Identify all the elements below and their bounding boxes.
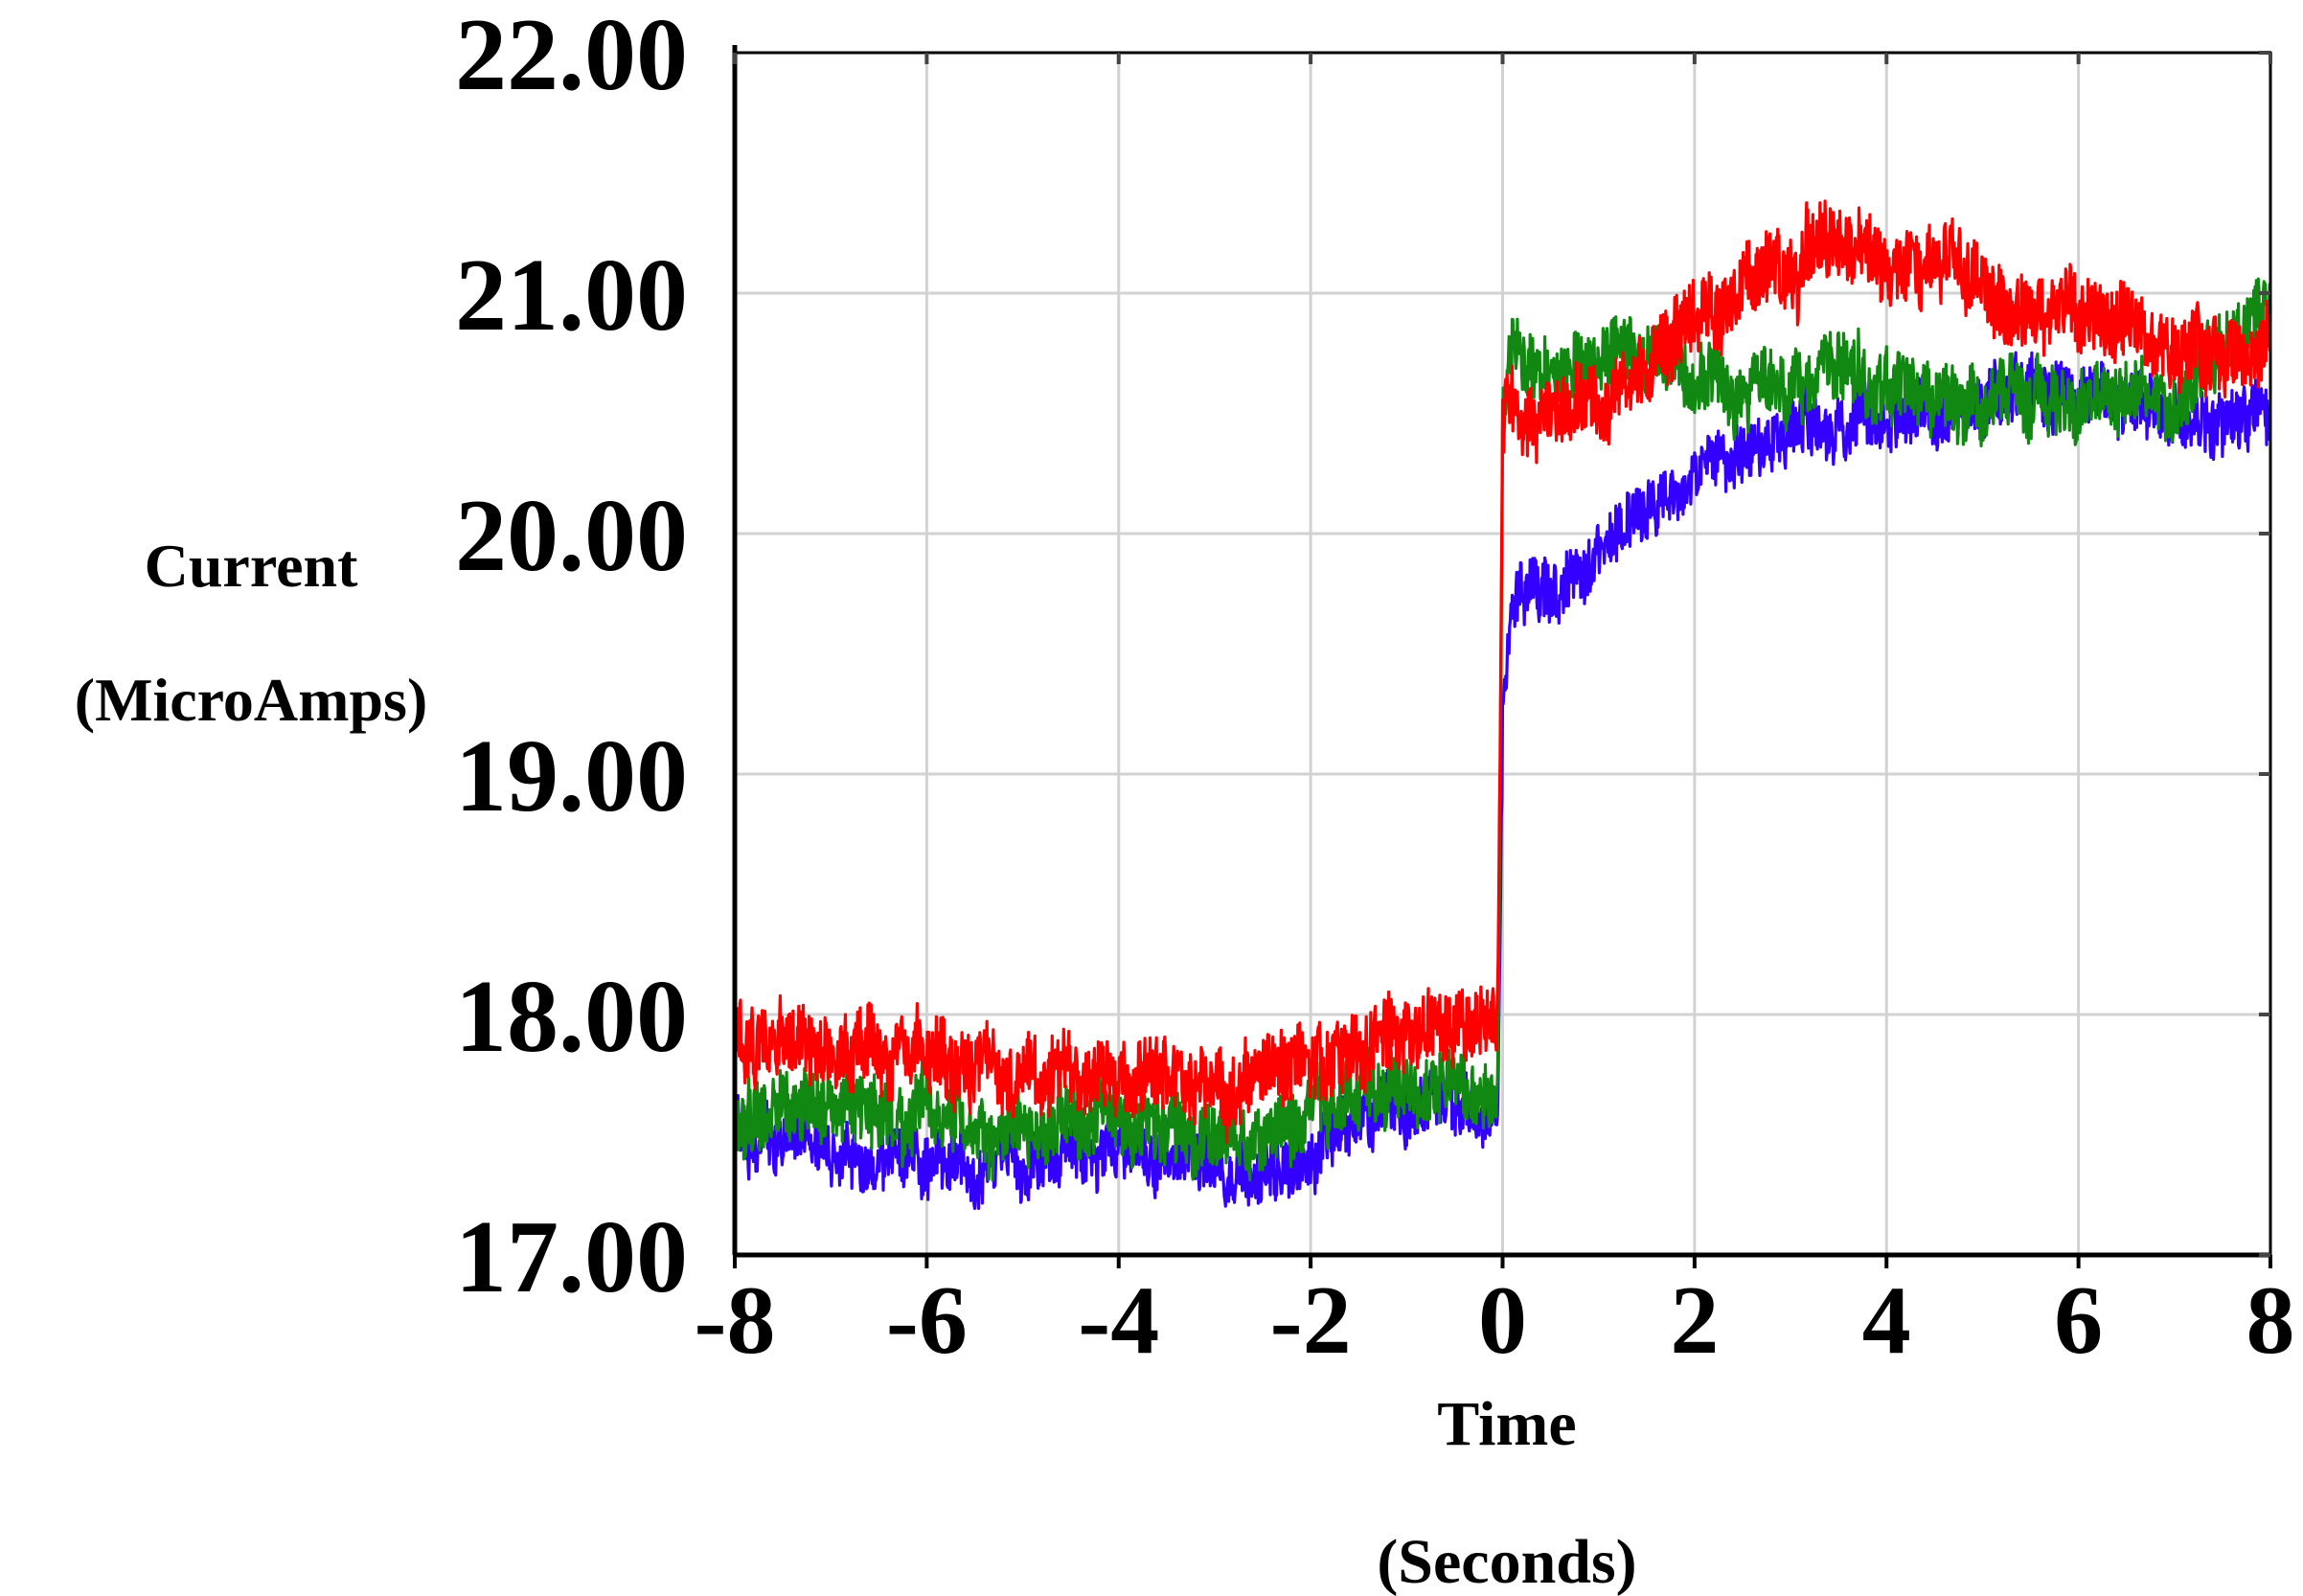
x-tick-label-8: 8 xyxy=(2246,1266,2295,1375)
x-tick-label-7: 6 xyxy=(2054,1266,2103,1375)
y-tick-label-0: 17.00 xyxy=(455,1200,688,1314)
x-tick-label-0: -8 xyxy=(695,1266,776,1375)
series-line-2 xyxy=(733,199,2272,1145)
tick-marks xyxy=(733,51,2272,1268)
x-axis-unit: (Seconds) xyxy=(1377,1527,1636,1596)
y-tick-label-2: 19.00 xyxy=(455,719,688,833)
x-tick-label-3: -2 xyxy=(1270,1266,1352,1375)
y-tick-label-1: 18.00 xyxy=(455,960,688,1074)
y-tick-label-3: 20.00 xyxy=(455,479,688,593)
x-tick-label-4: 0 xyxy=(1478,1266,1527,1375)
series-layer xyxy=(733,199,2272,1211)
y-tick-label-5: 22.00 xyxy=(455,0,688,112)
y-axis-unit: (MicroAmps) xyxy=(75,666,428,734)
y-tick-labels: 17.00 18.00 19.00 20.00 21.00 22.00 xyxy=(455,0,688,1314)
x-tick-label-5: 2 xyxy=(1670,1266,1719,1375)
x-tick-labels: -8 -6 -4 -2 0 2 4 6 8 xyxy=(695,1266,2295,1375)
x-tick-label-6: 4 xyxy=(1862,1266,1911,1375)
x-tick-label-2: -4 xyxy=(1078,1266,1159,1375)
y-tick-label-4: 21.00 xyxy=(455,239,688,353)
y-axis-title: Current xyxy=(145,532,358,600)
x-axis-title: Time xyxy=(1437,1389,1576,1459)
x-tick-label-1: -6 xyxy=(886,1266,968,1375)
